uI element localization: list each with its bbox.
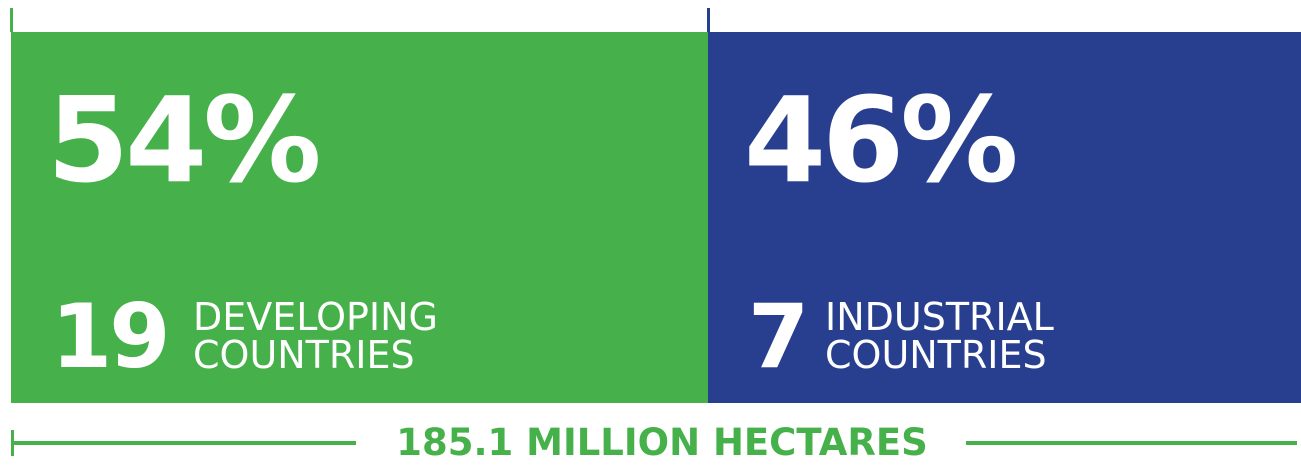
total-rule-left-line	[11, 441, 356, 445]
industrial-share-value: 46%	[744, 71, 1018, 209]
developing-segment-label: DEVELOPING COUNTRIES	[193, 298, 438, 374]
developing-boundary-tick	[10, 8, 13, 32]
industrial-label-line-1: INDUSTRIAL	[825, 295, 1054, 339]
developing-label-line-1: DEVELOPING	[193, 295, 438, 339]
developing-country-count: 19	[51, 285, 170, 388]
industrial-boundary-tick	[707, 8, 710, 32]
developing-share-value: 54%	[47, 71, 321, 209]
industrial-label-line-2: COUNTRIES	[825, 333, 1047, 377]
developing-segment-bar: 54% 19 DEVELOPING COUNTRIES	[11, 32, 708, 403]
total-rule-right-line	[966, 441, 1297, 445]
industrial-segment-label: INDUSTRIAL COUNTRIES	[825, 298, 1054, 374]
total-area-rule: 185.1 MILLION HECTARES	[0, 420, 1301, 465]
developing-label-line-2: COUNTRIES	[193, 333, 415, 377]
industrial-country-count: 7	[748, 285, 809, 388]
industrial-segment-bar: 46% 7 INDUSTRIAL COUNTRIES	[708, 32, 1301, 403]
total-area-label: 185.1 MILLION HECTARES	[396, 421, 928, 464]
